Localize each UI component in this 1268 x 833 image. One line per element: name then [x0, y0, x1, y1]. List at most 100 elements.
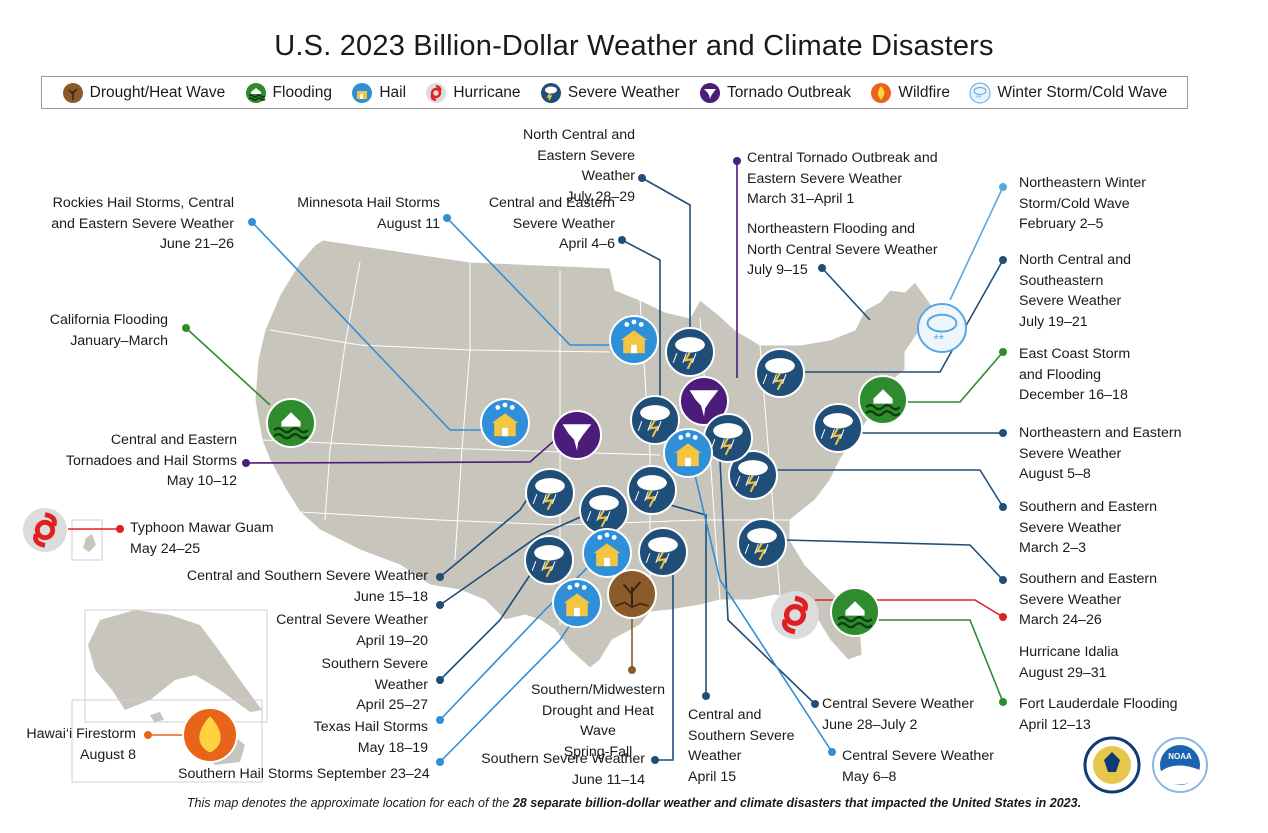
alaska-landmass: [88, 610, 262, 712]
event-name: Central Severe Weather: [842, 748, 994, 764]
tornado-icon: [552, 410, 602, 460]
leader-dot: [733, 157, 741, 165]
hail-icon: [609, 315, 659, 365]
event-name: Rockies Hail Storms, Central and Eastern…: [51, 195, 234, 232]
leader-dot: [618, 236, 626, 244]
event-date: June 15–18: [353, 588, 428, 605]
noaa-logo: NOAA: [1152, 737, 1208, 793]
hail-icon: [582, 528, 632, 578]
wildfire-icon: [871, 82, 892, 103]
hurricane-icon: [426, 82, 447, 103]
event-date: July 9–15: [747, 262, 808, 278]
event-name: Northeastern and Eastern Severe Weather: [1019, 425, 1182, 462]
event-date: May 18–19: [357, 739, 428, 756]
leader-line: [641, 177, 691, 330]
event-label: Central and Southern Severe Weather June…: [150, 566, 428, 607]
event-label: Central Severe Weather June 28–July 2: [822, 694, 974, 735]
guam-inset-frame: [71, 519, 103, 561]
event-date: April 15: [688, 768, 737, 785]
legend-item-hail: Hail: [351, 82, 406, 104]
leader-lines: [68, 157, 1007, 766]
leader-dot: [436, 573, 444, 581]
event-label: North Central and Southeastern Severe We…: [1019, 250, 1144, 332]
event-name: California Flooding: [49, 312, 168, 328]
event-name: Southern Hail Storms: [178, 766, 313, 782]
leader-line: [694, 474, 833, 753]
severe-weather-icon: [703, 413, 753, 463]
event-label: Central Severe Weather April 19–20: [250, 610, 428, 651]
event-date: March 2–3: [1019, 540, 1087, 556]
hail-icon: [480, 398, 530, 448]
footer-prefix: This map denotes the approximate locatio…: [186, 796, 513, 810]
leader-dot: [116, 525, 124, 533]
leader-line: [251, 221, 485, 431]
event-name: East Coast Storm and Flooding: [1019, 346, 1131, 383]
event-date: June 11–14: [571, 771, 645, 788]
event-name: Hurricane Idalia: [1019, 644, 1119, 660]
wildfire-icon: [182, 707, 238, 763]
flooding-icon: [245, 82, 266, 103]
event-name: Minnesota Hail Storms: [297, 195, 440, 211]
event-icons: **: [23, 303, 967, 763]
event-name: North Central and Southeastern Severe We…: [1019, 252, 1131, 309]
severe-weather-icon: [737, 518, 787, 568]
leader-dot: [436, 601, 444, 609]
event-date: December 16–18: [1019, 387, 1128, 403]
event-name: Central and Southern Severe Weather: [688, 707, 795, 764]
leader-dot: [242, 459, 250, 467]
event-date: July 19–21: [1019, 313, 1088, 330]
flooding-icon: [266, 398, 316, 448]
event-label: Hurricane Idalia August 29–31: [1019, 642, 1118, 683]
leader-line: [245, 439, 556, 464]
event-name: Hawai‘i Firestorm: [26, 726, 136, 742]
event-date: February 2–5: [1019, 216, 1104, 232]
event-date: May 10–12: [166, 473, 237, 489]
leader-dot: [144, 731, 152, 739]
hurricane-icon: [771, 591, 819, 639]
severe-weather-icon: [627, 465, 677, 515]
severe-weather-icon: [755, 348, 805, 398]
event-label: North Central and Eastern Severe Weather…: [490, 125, 635, 207]
leader-dot: [999, 698, 1007, 706]
leader-dot: [248, 218, 256, 226]
leader-line: [439, 624, 571, 763]
leader-dot: [828, 748, 836, 756]
legend-item-flooding: Flooding: [245, 82, 332, 104]
event-date: April 25–27: [356, 697, 428, 713]
event-date: August 11: [377, 215, 440, 232]
event-name: Central and Southern Severe Weather: [186, 568, 428, 584]
leader-line: [821, 267, 871, 321]
event-name: Central and Eastern Severe Weather: [488, 195, 615, 232]
footer-bold: 28 separate billion-dollar weather and c…: [512, 796, 1082, 810]
svg-text:**: **: [934, 332, 944, 347]
legend-label: Wildfire: [898, 83, 951, 101]
guam-landmass: [83, 534, 96, 552]
legend: Drought/Heat Wave Flooding Hail Hurrican…: [41, 76, 1188, 109]
legend-item-tornado: Tornado Outbreak: [699, 82, 851, 104]
event-label: California Flooding January–March: [35, 310, 168, 351]
tornado-icon: [679, 376, 729, 426]
event-label: Central Tornado Outbreak and Eastern Sev…: [747, 148, 947, 210]
legend-item-wildfire: Wildfire: [870, 82, 950, 104]
map-title: U.S. 2023 Billion-Dollar Weather and Cli…: [274, 30, 994, 62]
leader-line: [621, 239, 661, 398]
leader-dot: [443, 214, 451, 222]
event-date: May 24–25: [130, 540, 201, 557]
event-date: April 12–13: [1019, 716, 1091, 733]
leader-dot: [436, 716, 444, 724]
legend-label: Hurricane: [453, 83, 521, 101]
leader-dot: [999, 503, 1007, 511]
event-date: April 4–6: [559, 236, 615, 252]
leader-dot: [999, 348, 1007, 356]
leader-line: [439, 574, 531, 681]
footer-note: This map denotes the approximate locatio…: [0, 796, 1268, 810]
event-name: Northeastern Winter Storm/Cold Wave: [1019, 175, 1146, 212]
severe-weather-icon: [525, 468, 575, 518]
winter-storm-icon: **: [917, 303, 967, 353]
severe-weather-icon: [579, 485, 629, 535]
event-name: Typhoon Mawar Guam: [130, 520, 274, 536]
legend-item-winter: ** Winter Storm/Cold Wave: [969, 82, 1167, 104]
leader-line: [775, 469, 1004, 508]
event-name: Southern/Midwestern Drought and Heat Wav…: [530, 682, 666, 739]
legend-label: Drought/Heat Wave: [89, 83, 226, 101]
